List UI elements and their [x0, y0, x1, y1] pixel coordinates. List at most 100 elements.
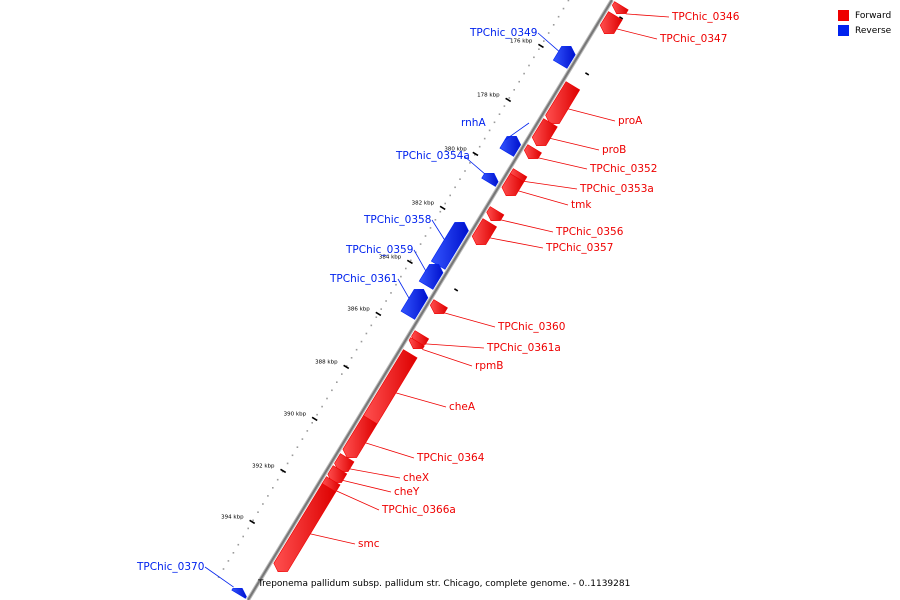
gene-label[interactable]: proA — [618, 115, 643, 127]
gene-label[interactable]: TPChic_0352 — [589, 163, 657, 175]
scale-dot — [449, 194, 451, 197]
gene-arrow[interactable] — [481, 172, 499, 187]
scale-dot — [267, 495, 269, 497]
scale-dot — [365, 332, 368, 335]
gene-label[interactable]: TPChic_0361a — [486, 342, 561, 354]
gene-label[interactable]: TPChic_0359 — [345, 244, 413, 256]
gene-label[interactable]: TPChic_0357 — [545, 242, 613, 254]
scale-dot — [454, 186, 456, 189]
gene-arrow[interactable] — [400, 288, 429, 320]
gene-leader-line — [489, 237, 544, 249]
scale-dot — [370, 324, 373, 327]
gene-arrow[interactable] — [273, 483, 337, 573]
scale-dot — [464, 170, 466, 172]
gene-arrow[interactable] — [552, 45, 576, 69]
gene-arrow[interactable] — [499, 135, 522, 157]
scale-dot — [237, 543, 240, 546]
gene-arrow[interactable] — [471, 218, 498, 246]
gene-leader-line — [422, 349, 473, 367]
gene-arrow[interactable] — [523, 144, 542, 160]
tick-label: 178 kbp — [477, 92, 500, 98]
gene-arrow[interactable] — [231, 587, 247, 599]
gene-label[interactable]: rnhA — [461, 117, 486, 129]
legend-reverse: Reverse — [838, 23, 891, 38]
gene-label[interactable]: TPChic_0358 — [363, 214, 431, 226]
gene-leader-line — [349, 468, 401, 479]
gene-arrow[interactable] — [408, 337, 425, 350]
gene-leader-line — [397, 278, 410, 299]
gene-arrow[interactable] — [363, 349, 418, 425]
gene-label[interactable]: tmk — [571, 199, 592, 211]
gene-features — [231, 1, 629, 599]
scale-dot — [321, 405, 323, 408]
gene-label[interactable]: TPChic_0364 — [416, 452, 485, 464]
gene-leader-line — [342, 480, 392, 493]
gene-leader-line — [550, 138, 600, 151]
gene-label[interactable]: TPChic_0361 — [329, 273, 397, 285]
gene-arrow[interactable] — [418, 263, 444, 290]
gene-label[interactable]: TPChic_0347 — [659, 33, 727, 45]
tick-mark-right — [453, 288, 459, 292]
gene-leader-line — [204, 566, 234, 588]
gene-label[interactable]: cheA — [449, 401, 476, 413]
scale-dot — [513, 89, 515, 91]
scale-dot — [508, 97, 511, 99]
scale-dot — [262, 503, 264, 505]
gene-label[interactable]: proB — [602, 144, 626, 156]
scale-dot — [498, 113, 501, 115]
gene-arrow[interactable] — [429, 299, 448, 315]
tick-mark — [505, 97, 512, 103]
scale-dot — [227, 560, 230, 562]
gene-arrow[interactable] — [501, 173, 525, 197]
gene-leader-line — [625, 13, 670, 18]
scale-dot — [311, 422, 313, 424]
gene-label[interactable]: TPChic_0353a — [579, 183, 654, 195]
scale-dot — [281, 470, 284, 473]
tick-mark — [343, 364, 350, 370]
gene-label[interactable]: smc — [358, 538, 380, 550]
tick-mark-right — [584, 72, 590, 76]
scale-dots — [217, 0, 570, 578]
scale-dot — [336, 381, 338, 383]
scale-dot — [395, 283, 397, 286]
gene-label[interactable]: rpmB — [475, 360, 503, 372]
tick-label: 392 kbp — [252, 463, 275, 469]
scale-dot — [459, 178, 461, 180]
gene-arrow[interactable] — [486, 206, 505, 222]
scale-dot — [341, 373, 343, 375]
gene-label[interactable]: TPChic_0366a — [381, 504, 456, 516]
scale-dot — [557, 15, 560, 18]
gene-label[interactable]: TPChic_0354a — [395, 150, 470, 162]
reverse-swatch — [838, 25, 849, 36]
tick-mark — [311, 416, 318, 422]
gene-arrow[interactable] — [599, 11, 623, 35]
gene-arrow[interactable] — [611, 1, 629, 15]
gene-leader-line — [336, 490, 380, 511]
gene-arrow[interactable] — [430, 221, 469, 270]
scale-dot — [444, 202, 446, 205]
gene-arrow[interactable] — [342, 415, 378, 459]
gene-arrow[interactable] — [545, 81, 581, 125]
legend-forward: Forward — [838, 8, 891, 23]
scale-dot — [350, 357, 353, 359]
scale-dot — [331, 389, 333, 392]
tick-mark — [537, 43, 544, 49]
gene-arrow[interactable] — [531, 118, 558, 147]
scale-dot — [410, 259, 412, 262]
gene-leader-line — [568, 108, 616, 122]
gene-label[interactable]: TPChic_0356 — [555, 226, 624, 238]
scale-dot — [533, 56, 535, 59]
gene-label[interactable]: TPChic_0349 — [469, 27, 537, 39]
scale-dot — [419, 243, 422, 245]
legend: Forward Reverse — [838, 8, 891, 38]
tick-label: 394 kbp — [221, 514, 244, 520]
gene-label[interactable]: TPChic_0346 — [671, 11, 740, 23]
gene-label[interactable]: cheX — [403, 472, 429, 484]
tick-mark — [472, 151, 479, 157]
gene-leader-line — [504, 122, 530, 141]
scale-dot — [242, 535, 244, 538]
scale-dot — [326, 397, 328, 400]
gene-label[interactable]: cheY — [394, 486, 420, 498]
gene-label[interactable]: TPChic_0370 — [136, 561, 204, 573]
gene-label[interactable]: TPChic_0360 — [497, 321, 565, 333]
